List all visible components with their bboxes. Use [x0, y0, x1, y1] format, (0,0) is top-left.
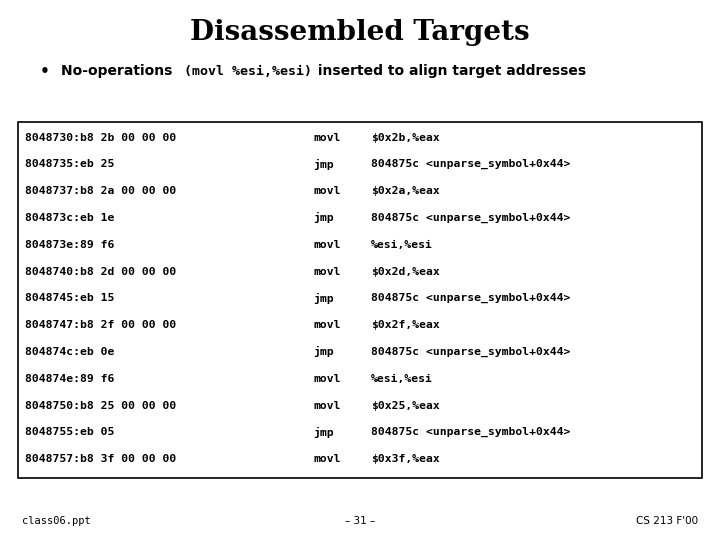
Text: movl: movl — [313, 133, 341, 143]
Text: 8048750:b8 25 00 00 00: 8048750:b8 25 00 00 00 — [25, 401, 176, 410]
Text: movl: movl — [313, 374, 341, 384]
Text: %esi,%esi: %esi,%esi — [371, 374, 433, 384]
Text: No-operations: No-operations — [61, 64, 177, 78]
Text: jmp: jmp — [313, 159, 334, 170]
Text: $0x2f,%eax: $0x2f,%eax — [371, 320, 439, 330]
Text: CS 213 F'00: CS 213 F'00 — [636, 516, 698, 526]
Text: 8048730:b8 2b 00 00 00: 8048730:b8 2b 00 00 00 — [25, 133, 176, 143]
Text: movl: movl — [313, 186, 341, 196]
Text: 804875c <unparse_symbol+0x44>: 804875c <unparse_symbol+0x44> — [371, 213, 570, 223]
Text: 8048740:b8 2d 00 00 00: 8048740:b8 2d 00 00 00 — [25, 267, 176, 276]
Text: 8048755:eb 05: 8048755:eb 05 — [25, 427, 114, 437]
Text: (movl %esi,%esi): (movl %esi,%esi) — [184, 65, 312, 78]
Text: $0x2a,%eax: $0x2a,%eax — [371, 186, 439, 196]
Text: Disassembled Targets: Disassembled Targets — [190, 19, 530, 46]
Text: movl: movl — [313, 401, 341, 410]
Text: 804875c <unparse_symbol+0x44>: 804875c <unparse_symbol+0x44> — [371, 293, 570, 303]
Text: 8048745:eb 15: 8048745:eb 15 — [25, 293, 114, 303]
Text: 8048747:b8 2f 00 00 00: 8048747:b8 2f 00 00 00 — [25, 320, 176, 330]
Text: 804873c:eb 1e: 804873c:eb 1e — [25, 213, 114, 223]
Text: movl: movl — [313, 320, 341, 330]
Text: jmp: jmp — [313, 212, 334, 224]
Text: jmp: jmp — [313, 293, 334, 304]
Text: 804873e:89 f6: 804873e:89 f6 — [25, 240, 114, 250]
Text: 804874e:89 f6: 804874e:89 f6 — [25, 374, 114, 384]
Text: 8048735:eb 25: 8048735:eb 25 — [25, 159, 114, 170]
Text: 804874c:eb 0e: 804874c:eb 0e — [25, 347, 114, 357]
Text: class06.ppt: class06.ppt — [22, 516, 90, 526]
Text: $0x2b,%eax: $0x2b,%eax — [371, 132, 439, 143]
Text: •: • — [40, 64, 50, 79]
Text: 804875c <unparse_symbol+0x44>: 804875c <unparse_symbol+0x44> — [371, 427, 570, 437]
Text: 804875c <unparse_symbol+0x44>: 804875c <unparse_symbol+0x44> — [371, 159, 570, 170]
FancyBboxPatch shape — [18, 122, 702, 478]
Text: movl: movl — [313, 240, 341, 250]
Text: $0x25,%eax: $0x25,%eax — [371, 401, 439, 410]
Text: 804875c <unparse_symbol+0x44>: 804875c <unparse_symbol+0x44> — [371, 347, 570, 357]
Text: $0x3f,%eax: $0x3f,%eax — [371, 454, 439, 464]
Text: %esi,%esi: %esi,%esi — [371, 240, 433, 250]
Text: inserted to align target addresses: inserted to align target addresses — [313, 64, 586, 78]
Text: 8048757:b8 3f 00 00 00: 8048757:b8 3f 00 00 00 — [25, 454, 176, 464]
Text: jmp: jmp — [313, 347, 334, 357]
Text: movl: movl — [313, 454, 341, 464]
Text: $0x2d,%eax: $0x2d,%eax — [371, 267, 439, 276]
Text: – 31 –: – 31 – — [345, 516, 375, 526]
Text: movl: movl — [313, 267, 341, 276]
Text: jmp: jmp — [313, 427, 334, 438]
Text: 8048737:b8 2a 00 00 00: 8048737:b8 2a 00 00 00 — [25, 186, 176, 196]
